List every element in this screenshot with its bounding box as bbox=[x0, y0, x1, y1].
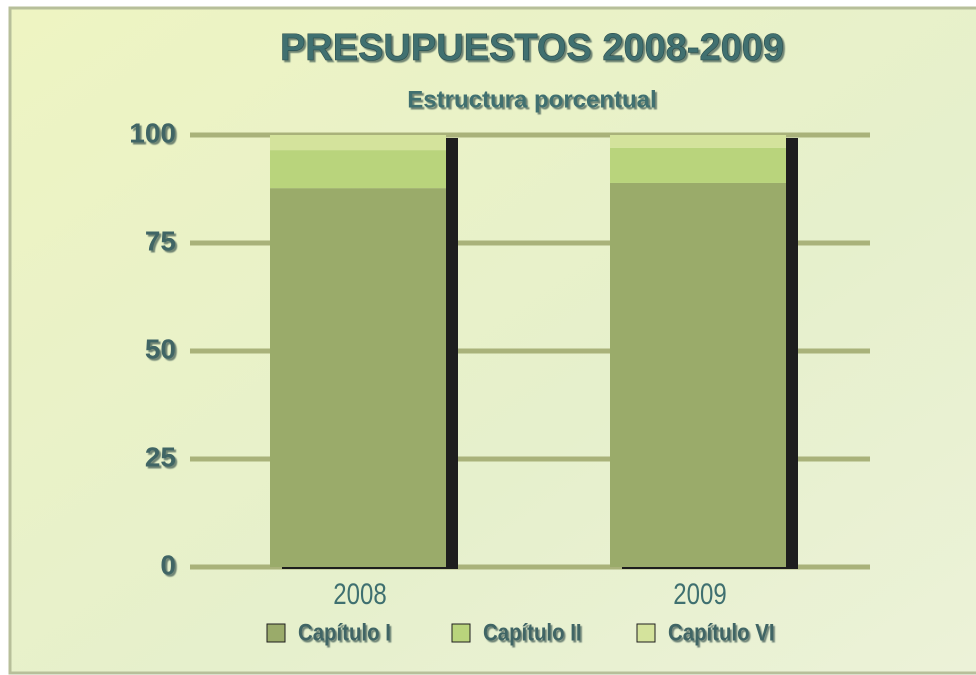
bar-segment bbox=[610, 182, 786, 567]
bar-segment bbox=[270, 150, 446, 189]
legend-swatch bbox=[266, 623, 286, 643]
legend-swatch bbox=[451, 623, 471, 643]
bar-segment bbox=[270, 188, 446, 568]
y-tick-label: 50 bbox=[145, 333, 176, 364]
bar-shadow bbox=[786, 138, 798, 569]
bar-shadow bbox=[446, 138, 458, 569]
x-tick-label: 2008 bbox=[333, 576, 386, 610]
y-tick-label: 75 bbox=[145, 225, 176, 256]
bar-segment bbox=[270, 135, 446, 151]
legend-label: Capítulo I bbox=[298, 619, 391, 646]
x-tick-label: 2009 bbox=[673, 576, 726, 610]
y-tick-label: 25 bbox=[145, 441, 176, 472]
y-tick-label: 0 bbox=[160, 549, 176, 580]
chart-title: PRESUPUESTOS 2008-2009 bbox=[280, 27, 784, 69]
legend-label: Capítulo II bbox=[483, 619, 582, 646]
chart-subtitle: Estructura porcentual bbox=[407, 86, 656, 113]
legend-swatch bbox=[636, 623, 656, 643]
bar-segment bbox=[610, 147, 786, 183]
y-tick-label: 100 bbox=[129, 117, 176, 148]
chart-area bbox=[8, 6, 976, 675]
bar-segment bbox=[610, 135, 786, 148]
legend-label: Capítulo VI bbox=[668, 619, 775, 646]
